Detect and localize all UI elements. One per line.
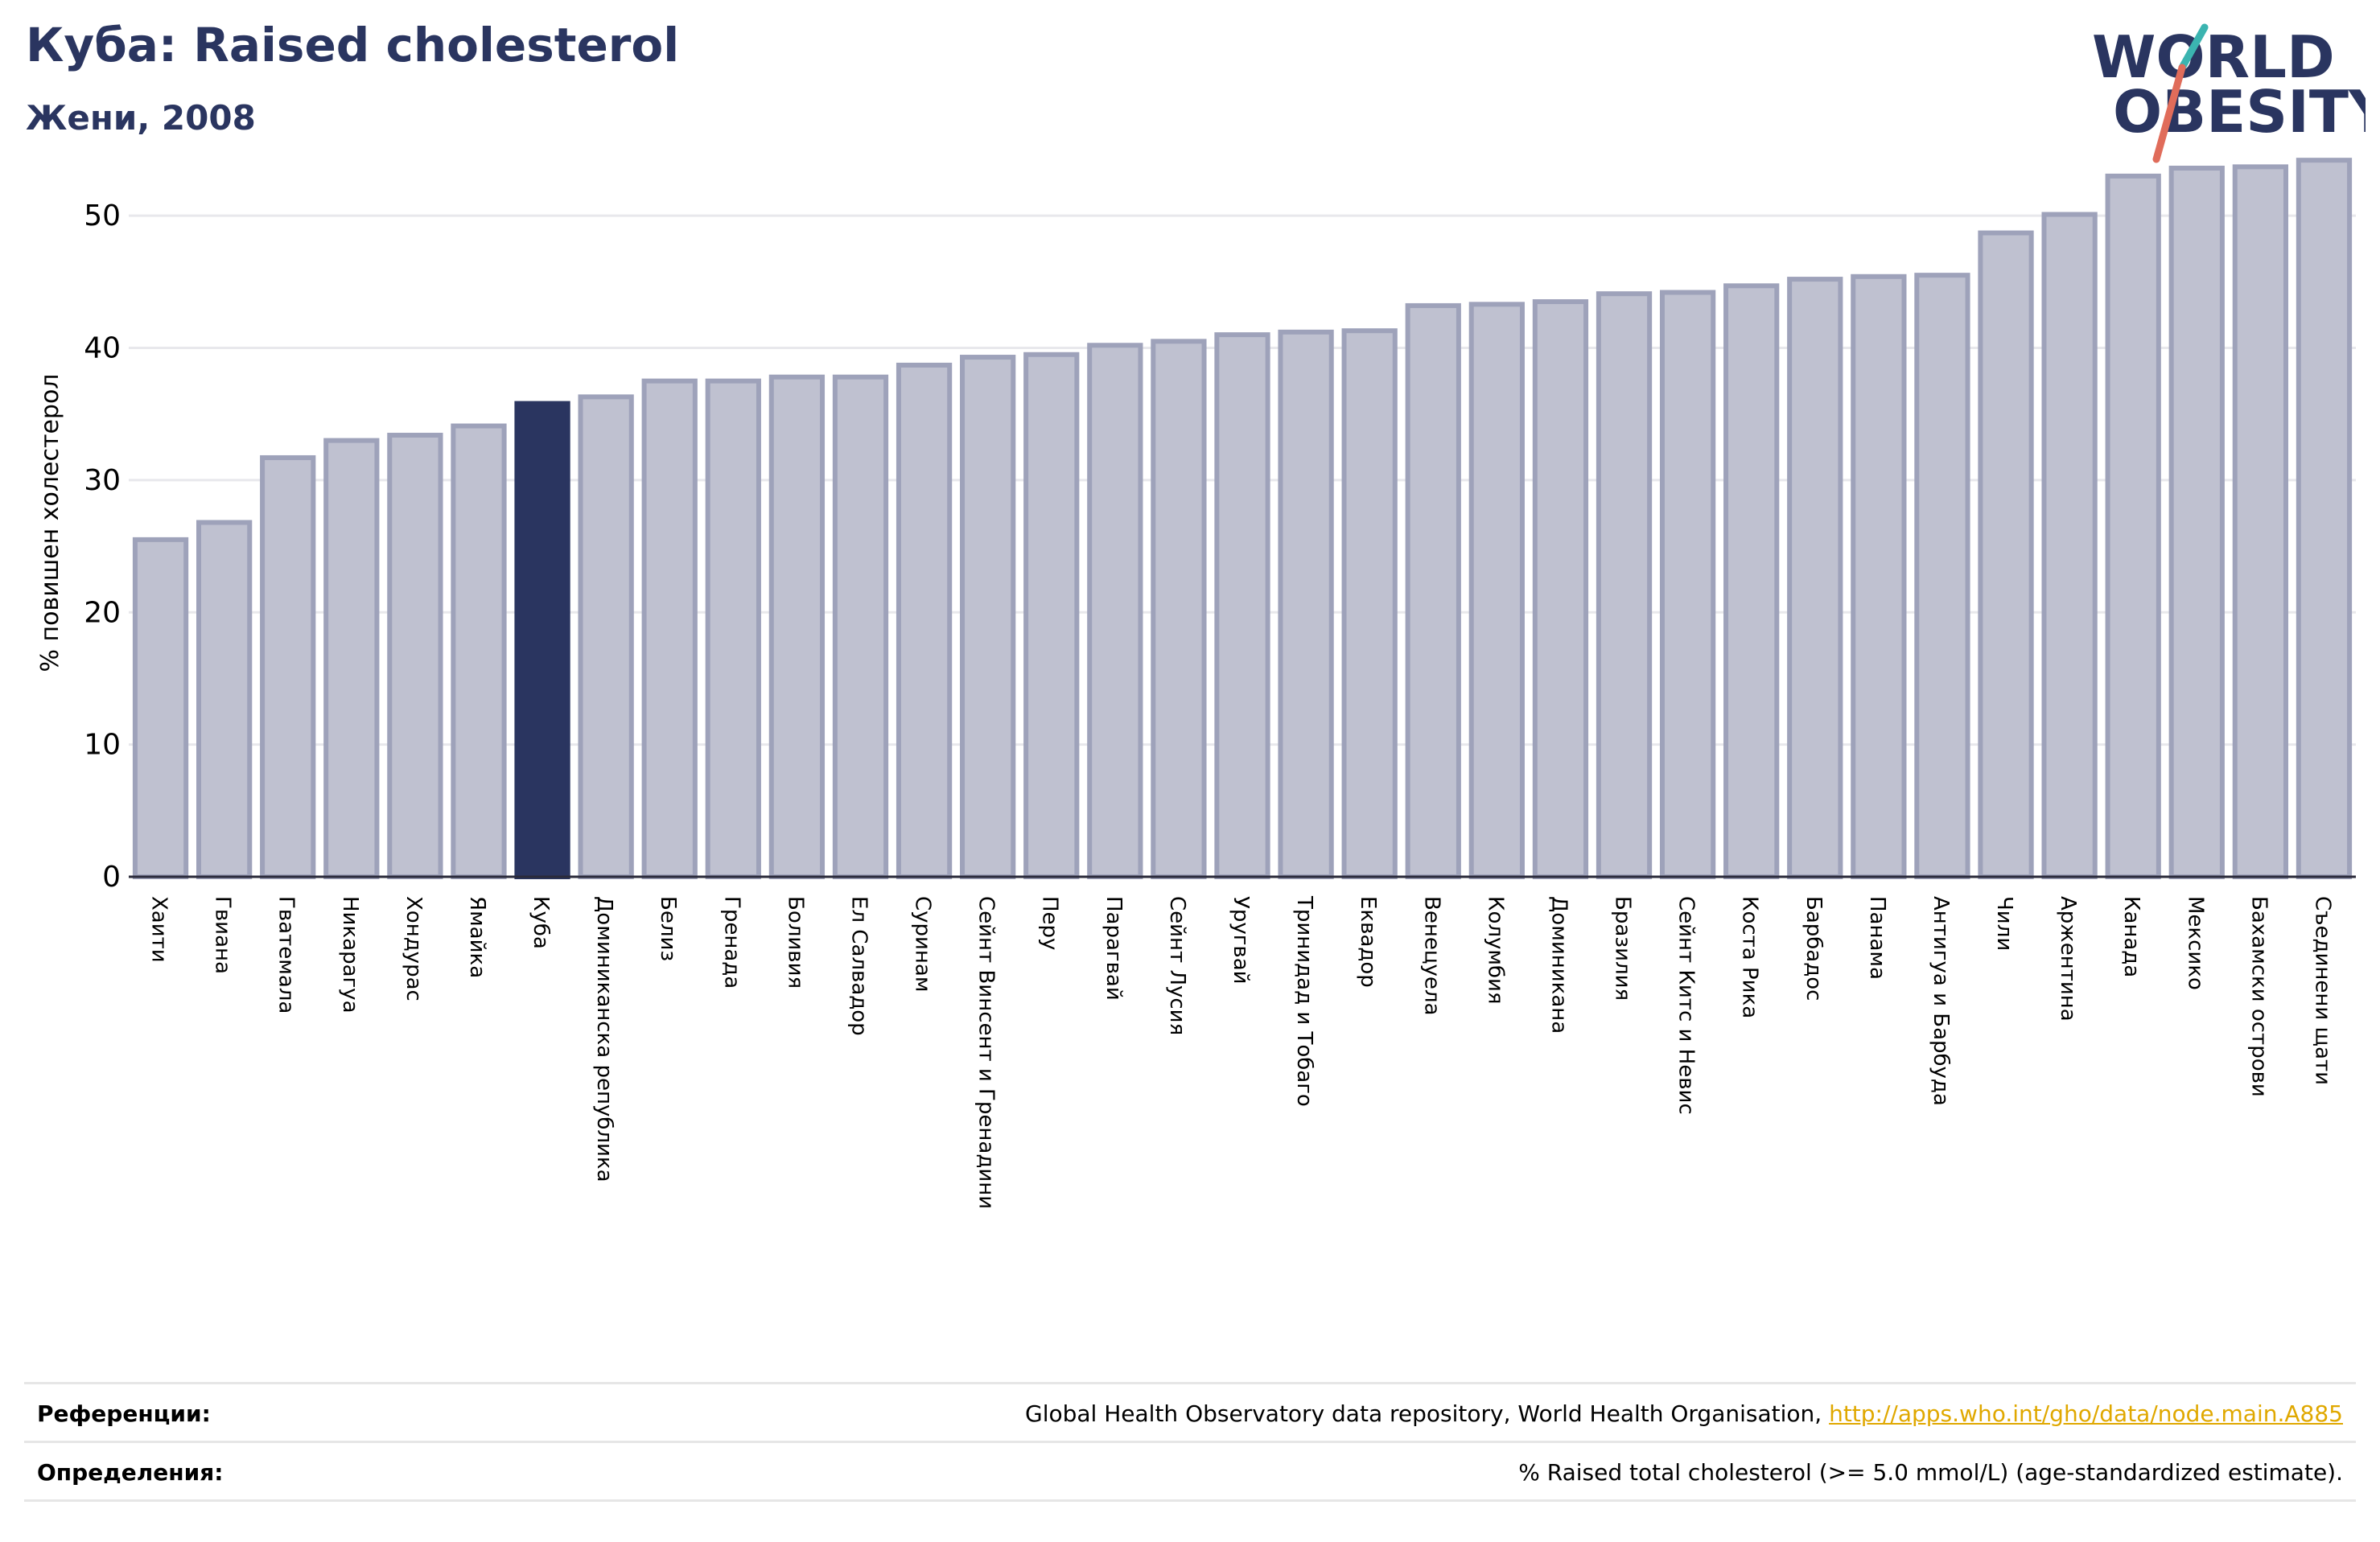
bar [1468,302,1525,879]
bar [1659,290,1716,879]
logo-text-obesity: OBESITY [2113,78,2366,146]
bar [1978,230,2034,880]
bar [2041,212,2098,879]
y-axis-label: % повишен холестерол [36,374,64,672]
x-tick-label: Съединени щати [2310,896,2334,1085]
x-tick-label: Боливия [783,896,807,989]
x-tick-label: Панама [1865,896,1889,980]
definitions-row: Определения: % Raised total cholesterol … [24,1441,2356,1502]
x-tick-label: Ямайка [465,896,489,978]
x-tick-label: Гватемала [274,896,299,1014]
bar [578,394,634,879]
bar [1532,299,1589,879]
x-tick-label: Бахамски острови [2246,896,2271,1097]
bar [451,423,507,879]
bar [323,438,380,879]
references-link[interactable]: http://apps.who.int/gho/data/node.main.A… [1829,1400,2343,1427]
x-tick-label: Ел Салвадор [846,896,871,1036]
bar [2296,158,2353,879]
references-value: Global Health Observatory data repositor… [1025,1400,2343,1427]
bar [2232,164,2289,880]
x-tick-label: Доминиканска република [592,896,616,1182]
x-tick-label: Суринам [911,896,935,993]
bar [260,454,316,879]
bar [960,355,1016,879]
y-tick-label: 10 [84,729,121,762]
y-tick-label: 50 [84,199,121,232]
bar [2168,166,2225,879]
x-tick-label: Сейнт Винсент и Гренадини [974,896,999,1209]
footer-table: Референции: Global Health Observatory da… [24,1382,2356,1502]
x-tick-label: Гвиана [211,896,235,974]
definitions-value: % Raised total cholesterol (>= 5.0 mmol/… [1518,1459,2343,1486]
x-tick-label: Мексико [2183,896,2207,990]
bar [1723,283,1780,879]
y-tick-label: 0 [102,861,121,894]
references-text: Global Health Observatory data repositor… [1025,1400,1830,1427]
x-tick-label: Антигуа и Барбуда [1929,896,1953,1106]
bar [132,537,189,879]
bar [1341,328,1398,880]
x-axis-labels: Хаити Гвиана Гватемала Никарагуа Хондурас Яма… [147,895,2335,1209]
chart-subtitle: Жени, 2008 [26,98,256,138]
bar [1087,343,1143,879]
x-tick-label: Гренада [719,896,743,989]
x-tick-label: Никарагуа [338,896,362,1014]
definitions-label: Определения: [37,1459,224,1486]
x-tick-label: Парагвай [1101,896,1126,1001]
bar [1787,277,1843,879]
bar [896,362,953,879]
bar [1851,273,1907,880]
x-tick-label: Чили [1992,896,2016,951]
bars [132,158,2353,880]
x-tick-label: Барбадос [1801,896,1826,1001]
x-tick-label: Уругвай [1229,896,1253,985]
y-tick-label: 30 [84,464,121,497]
bar [1023,352,1080,880]
bar [705,378,761,879]
x-tick-label: Хондурас [401,896,426,1001]
x-tick-label: Еквадор [1356,896,1380,988]
bar [2105,173,2161,879]
bar-chart: 0 10 20 30 40 50 Хаити Гвиана Гватемала Никарагу… [36,158,2356,1209]
x-tick-label: Сейнт Лусия [1165,896,1189,1035]
y-axis-ticks: 0 10 20 30 40 50 [84,199,121,894]
x-tick-label: Коста Рика [1738,896,1762,1018]
references-label: Референции: [37,1400,211,1427]
x-tick-label: Сейнт Китс и Невис [1674,896,1699,1115]
x-tick-label: Тринидад и Тобаго [1292,895,1316,1107]
x-tick-label: Доминикана [1546,896,1571,1034]
bar [196,520,253,879]
chart-title: Куба: Raised cholesterol [26,18,680,72]
logo-slash-teal [2178,23,2209,72]
bar-highlighted [514,401,570,879]
y-tick-label: 20 [84,596,121,629]
bar [832,374,889,879]
y-tick-label: 40 [84,332,121,365]
bar [1914,273,1970,879]
bar [1151,339,1207,879]
references-row: Референции: Global Health Observatory da… [24,1382,2356,1441]
x-tick-label: Колумбия [1483,896,1507,1005]
logo-slash-coral [2152,64,2186,163]
bar [1596,291,1653,879]
bar [1214,332,1270,880]
x-tick-label: Венецуела [1419,896,1443,1015]
bar [1405,302,1461,879]
x-tick-label: Канада [2119,896,2143,977]
x-tick-label: Белиз [656,896,680,961]
world-obesity-logo: WORLD OBESITY [2092,23,2366,163]
bar [387,433,443,879]
bar [1278,329,1334,879]
logo-text-world: WORLD [2092,23,2335,91]
bar [641,378,698,879]
x-tick-label: Перу [1038,896,1062,950]
bar [768,374,826,879]
x-tick-label: Аржентина [2056,896,2080,1022]
x-tick-label: Хаити [147,896,171,963]
x-tick-label: Куба [529,896,553,949]
x-tick-label: Бразилия [1611,896,1635,1001]
